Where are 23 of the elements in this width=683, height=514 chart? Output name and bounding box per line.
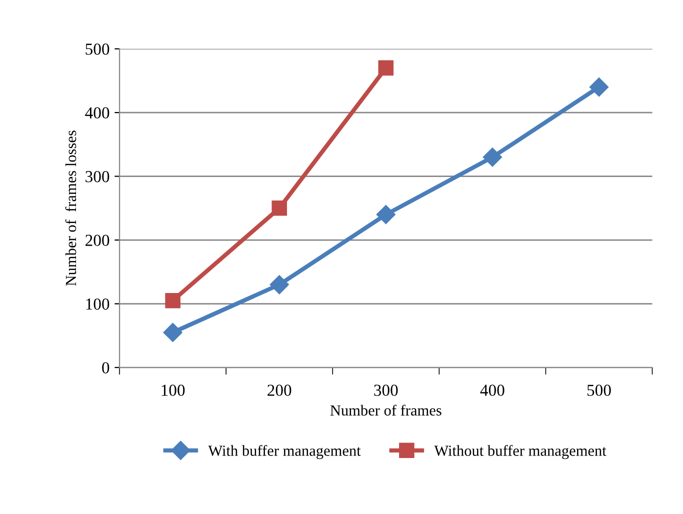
legend-label: Without buffer management xyxy=(434,444,606,460)
x-tick-label: 500 xyxy=(587,384,611,396)
y-tick-label: 0 xyxy=(102,362,110,374)
y-tick-label: 300 xyxy=(86,171,110,182)
y-tick-label: 400 xyxy=(85,107,110,119)
x-tick-label: 200 xyxy=(268,384,292,396)
y-tick-label: 500 xyxy=(86,44,110,55)
point xyxy=(270,275,289,294)
x-tick-label: 300 xyxy=(374,384,398,396)
y-tick-label: 200 xyxy=(86,234,110,246)
point xyxy=(376,205,396,224)
y-tick-label: 100 xyxy=(86,298,110,310)
x-axis-title: Number of frames xyxy=(330,404,442,416)
point xyxy=(163,322,182,342)
point xyxy=(482,148,502,167)
x-tick-label: 400 xyxy=(480,384,504,396)
point xyxy=(589,78,609,97)
point xyxy=(378,60,394,76)
y-axis-title: Number of frames losses xyxy=(65,130,76,286)
point xyxy=(272,200,287,216)
x-tick-label: 100 xyxy=(162,384,185,396)
point xyxy=(165,292,180,308)
legend-label: With buffer management xyxy=(208,444,361,460)
